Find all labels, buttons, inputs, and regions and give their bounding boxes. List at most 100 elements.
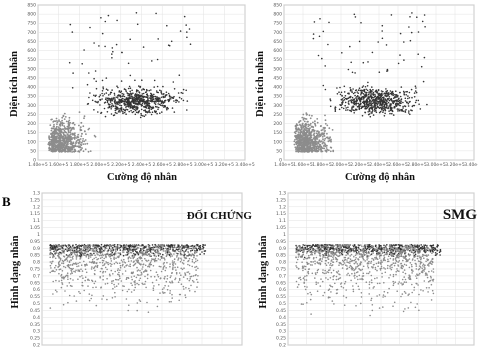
x-tick-label: 1.40e+5 <box>274 162 294 168</box>
scatter-point <box>201 251 203 253</box>
scatter-point <box>414 90 417 92</box>
scatter-point <box>125 113 127 115</box>
scatter-point <box>136 89 138 91</box>
scatter-point <box>166 278 169 280</box>
scatter-point <box>162 268 164 270</box>
scatter-point <box>175 273 178 275</box>
scatter-point <box>64 266 67 269</box>
scatter-point <box>193 245 196 247</box>
y-tick-label: 100 <box>27 139 36 145</box>
scatter-point <box>61 245 63 247</box>
scatter-point <box>196 244 198 247</box>
scatter-point <box>390 244 393 246</box>
scatter-point <box>305 112 308 114</box>
scatter-point <box>118 275 121 278</box>
y-tick-label: 0.3 <box>33 329 40 335</box>
scatter-point <box>133 256 135 259</box>
scatter-point <box>185 246 188 248</box>
scatter-point <box>152 98 155 101</box>
scatter-point <box>113 283 115 286</box>
scatter-point <box>310 148 313 151</box>
scatter-point <box>131 246 133 249</box>
scatter-point <box>365 100 368 102</box>
scatter-point <box>300 131 303 134</box>
scatter-point <box>83 117 85 120</box>
scatter-point <box>309 131 312 134</box>
scatter-point <box>65 143 68 146</box>
scatter-point <box>184 273 187 276</box>
scatter-point <box>426 249 429 252</box>
scatter-point <box>378 98 381 100</box>
scatter-point <box>49 264 52 267</box>
scatter-point <box>52 121 55 123</box>
scatter-point <box>152 265 155 267</box>
scatter-point <box>302 137 304 140</box>
scatter-point <box>83 245 85 248</box>
scatter-point <box>417 31 420 33</box>
scatter-point <box>116 248 119 250</box>
scatter-point <box>162 85 164 88</box>
scatter-point <box>351 71 354 74</box>
scatter-point <box>175 101 177 103</box>
scatter-point <box>196 255 198 257</box>
scatter-point <box>55 264 57 267</box>
scatter-point <box>115 96 117 99</box>
scatter-point <box>357 246 360 249</box>
scatter-point <box>195 244 197 247</box>
scatter-point <box>50 141 53 144</box>
x-tick-label: 2.60e+5 <box>388 162 408 168</box>
scatter-point <box>324 88 327 91</box>
scatter-point <box>89 254 92 257</box>
scatter-point <box>77 262 79 265</box>
scatter-point <box>65 257 68 260</box>
scatter-point <box>114 291 116 294</box>
scatter-point <box>295 125 297 128</box>
y-tick-label: 850 <box>273 3 282 9</box>
scatter-point <box>318 134 321 137</box>
scatter-point <box>106 252 109 255</box>
scatter-point <box>407 95 409 97</box>
scatter-point <box>152 252 155 255</box>
scatter-point <box>142 263 144 266</box>
scatter-point <box>421 245 424 248</box>
scatter-point <box>392 97 395 99</box>
scatter-point <box>117 268 119 270</box>
scatter-point <box>303 249 305 251</box>
y-tick-label: 100 <box>273 139 282 145</box>
scatter-point <box>121 51 123 54</box>
scatter-point <box>395 90 397 92</box>
scatter-point <box>367 101 370 103</box>
scatter-point <box>165 94 167 96</box>
scatter-point <box>352 109 355 112</box>
scatter-point <box>130 291 133 293</box>
scatter-point <box>143 106 146 108</box>
scatter-point <box>356 96 358 98</box>
scatter-point <box>127 250 130 252</box>
scatter-point <box>159 249 162 251</box>
scatter-point <box>107 97 109 99</box>
scatter-point <box>293 143 296 146</box>
scatter-point <box>72 279 74 281</box>
scatter-point <box>193 261 196 264</box>
scatter-point <box>84 250 86 252</box>
scatter-point <box>192 253 195 256</box>
scatter-point <box>133 106 136 109</box>
scatter-point <box>144 264 147 267</box>
scatter-point <box>55 117 58 120</box>
scatter-point <box>112 280 115 282</box>
scatter-point <box>186 36 188 39</box>
scatter-point <box>120 109 122 111</box>
scatter-point <box>313 132 316 135</box>
scatter-point <box>344 95 347 97</box>
scatter-point <box>90 252 93 255</box>
scatter-point <box>79 143 82 146</box>
scatter-point <box>306 149 308 152</box>
scatter-point <box>429 244 432 247</box>
scatter-point <box>313 136 316 138</box>
scatter-point <box>89 150 92 153</box>
scatter-point <box>113 92 116 95</box>
scatter-point <box>137 98 140 100</box>
scatter-point <box>61 262 63 265</box>
scatter-point <box>106 101 109 103</box>
scatter-point <box>138 92 141 94</box>
